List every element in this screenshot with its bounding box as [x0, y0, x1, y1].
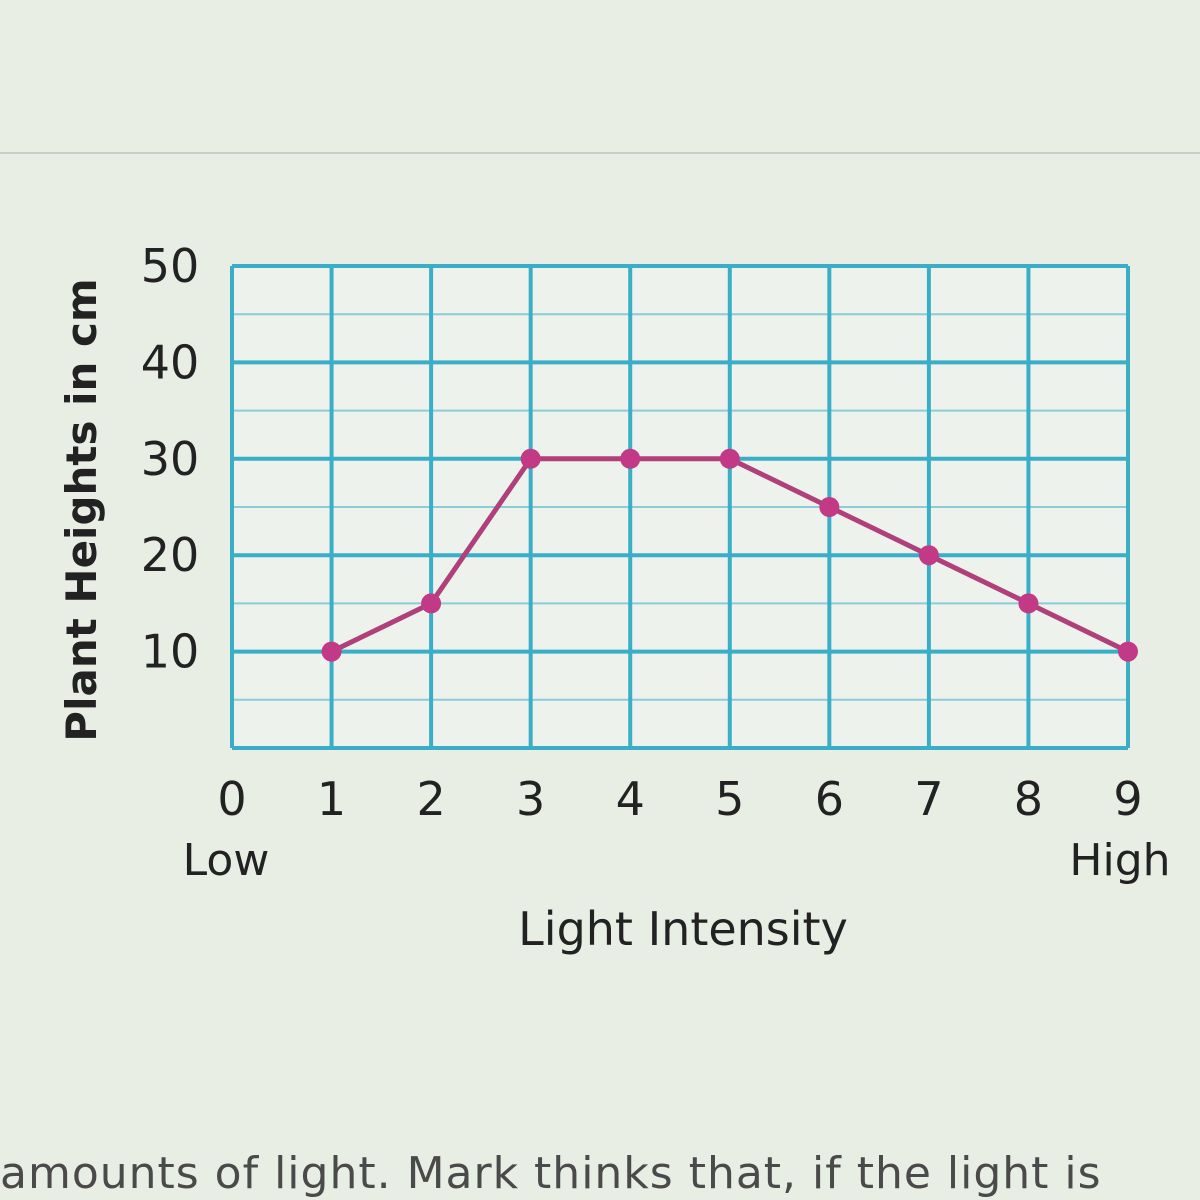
y-tick-label: 40 [141, 335, 200, 389]
data-point [321, 641, 342, 662]
x-axis-label: Light Intensity [518, 902, 848, 956]
y-axis-label: Plant Heights in cm [57, 278, 106, 741]
y-tick-label: 10 [141, 625, 200, 679]
x-tick-label: 4 [616, 772, 645, 826]
x-tick-label: 8 [1014, 772, 1043, 826]
y-tick-label: 50 [141, 239, 200, 293]
x-tick-label: 9 [1113, 772, 1142, 826]
data-point [620, 448, 641, 469]
x-tick-label: 1 [317, 772, 346, 826]
y-tick-label: 30 [141, 432, 200, 486]
x-low-label: Low [183, 835, 270, 886]
data-point [819, 497, 840, 517]
question-text: amounts of light. Mark thinks that, if t… [0, 1148, 1102, 1199]
x-high-label: High [1069, 835, 1170, 886]
y-tick-label: 20 [141, 528, 200, 582]
x-tick-label: 0 [217, 772, 246, 826]
divider-line [0, 152, 1200, 154]
data-point [421, 593, 442, 614]
data-point [719, 448, 740, 469]
x-tick-label: 2 [416, 772, 445, 826]
x-tick-label: 7 [914, 772, 943, 826]
x-tick-label: 3 [516, 772, 545, 826]
data-point [520, 448, 541, 469]
x-tick-label: 6 [815, 772, 844, 826]
data-point [1018, 593, 1039, 614]
x-tick-label: 5 [715, 772, 744, 826]
data-point [1118, 641, 1138, 662]
line-chart: 10 20 30 40 50 0 1 2 3 4 5 6 7 8 9 Low High Light Intensi… [57, 239, 1171, 956]
data-point [918, 545, 939, 566]
